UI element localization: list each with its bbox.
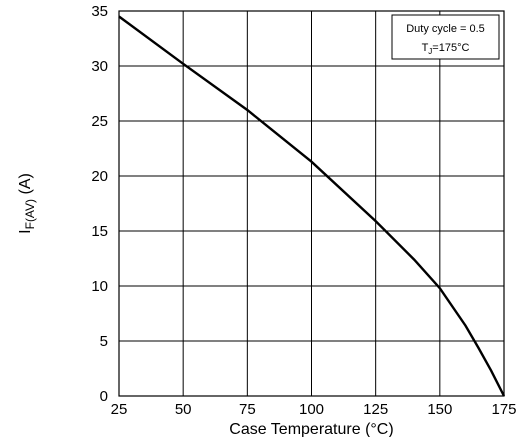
y-tick-label: 5 [100,333,108,350]
y-axis-ticks: 0 5 10 15 20 25 30 35 [91,3,108,405]
x-tick-label: 175 [491,401,516,418]
x-tick-label: 125 [363,401,388,418]
y-axis-title: IF(AV) (A) [17,173,37,234]
x-tick-label: 100 [299,401,324,418]
y-tick-label: 0 [100,388,108,405]
y-tick-label: 25 [91,113,108,130]
y-tick-label: 15 [91,223,108,240]
x-tick-label: 75 [239,401,256,418]
y-tick-label: 30 [91,58,108,75]
x-tick-label: 25 [111,401,128,418]
legend-duty-cycle: Duty cycle = 0.5 [406,23,485,35]
x-tick-label: 50 [175,401,192,418]
grid [119,11,504,396]
y-tick-label: 10 [91,278,108,295]
legend: Duty cycle = 0.5 TJ=175°C [392,15,499,59]
y-tick-label: 35 [91,3,108,20]
x-tick-label: 150 [427,401,452,418]
y-tick-label: 20 [91,168,108,185]
x-axis-ticks: 25 50 75 100 125 150 175 [111,401,517,418]
x-axis-title: Case Temperature (°C) [229,421,393,437]
